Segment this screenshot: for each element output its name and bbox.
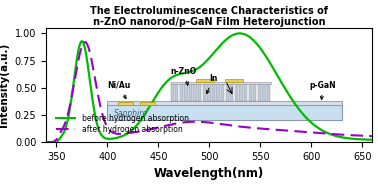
Bar — [221, 84, 224, 101]
Text: Ni/Au: Ni/Au — [107, 81, 131, 99]
Text: Sapphire: Sapphire — [113, 109, 147, 118]
Legend: before hydrogen absorption, after hydrogen absorption: before hydrogen absorption, after hydrog… — [53, 111, 192, 137]
Text: n-ZnO: n-ZnO — [170, 67, 197, 85]
Bar — [203, 84, 206, 101]
Bar — [267, 84, 270, 101]
Bar — [189, 84, 192, 101]
Bar — [118, 102, 133, 105]
Bar — [207, 84, 211, 101]
Bar — [212, 84, 215, 101]
Bar — [175, 84, 178, 101]
Bar — [107, 105, 342, 120]
Y-axis label: Intensity(a.u.): Intensity(a.u.) — [0, 43, 9, 127]
Text: In: In — [207, 74, 218, 94]
Bar — [226, 84, 229, 101]
Bar — [170, 84, 174, 101]
Bar — [248, 84, 252, 101]
Bar — [225, 79, 243, 82]
Bar — [194, 84, 197, 101]
Bar — [253, 84, 256, 101]
Bar — [217, 84, 220, 101]
Bar — [230, 84, 234, 101]
Bar — [107, 101, 342, 105]
Title: The Electroluminescence Characteristics of
n-ZnO nanorod/p-GaN Film Heterojuncti: The Electroluminescence Characteristics … — [90, 6, 328, 27]
Bar — [184, 84, 187, 101]
Bar — [170, 82, 271, 84]
Bar — [180, 84, 183, 101]
Bar — [140, 102, 155, 105]
Bar — [235, 84, 238, 101]
Bar — [244, 84, 247, 101]
Text: p-GaN: p-GaN — [309, 81, 336, 100]
Bar — [239, 84, 243, 101]
Bar — [196, 79, 214, 82]
Bar — [258, 84, 261, 101]
Bar — [262, 84, 265, 101]
Bar — [198, 84, 201, 101]
X-axis label: Wavelength(nm): Wavelength(nm) — [154, 167, 264, 180]
